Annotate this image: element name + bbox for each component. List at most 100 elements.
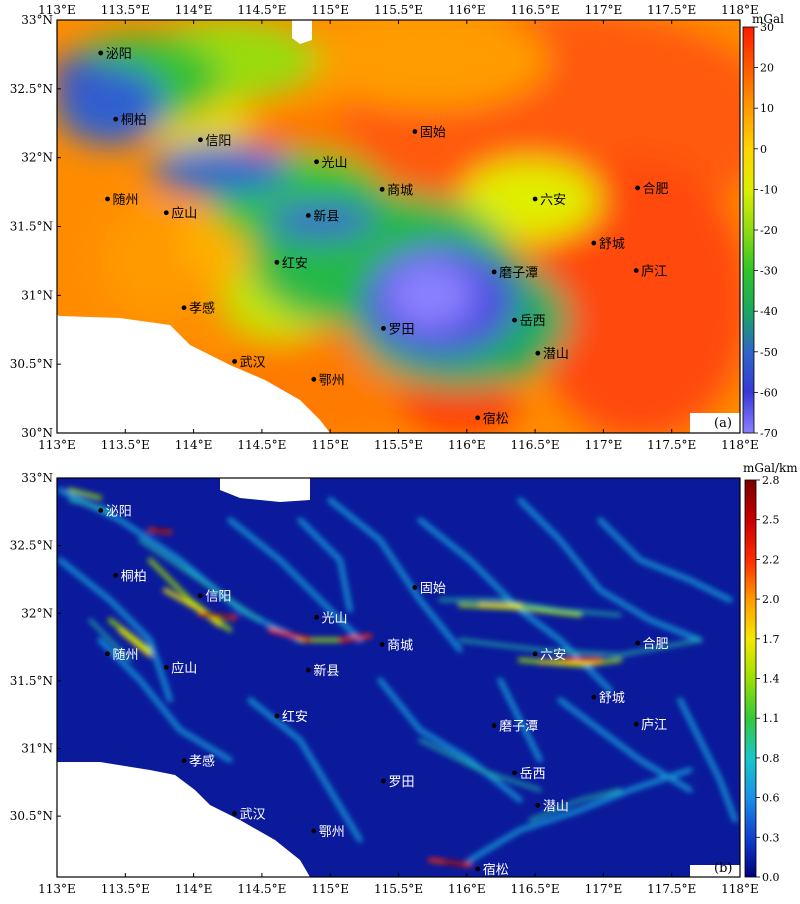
map-axes: 113°E 113.5°E 114°E 114.5°E 115°E 115.5°E 116°… (10, 471, 759, 896)
y-tick-label: 31°N (21, 742, 53, 756)
x-tick-label: 117.5°E (647, 882, 696, 896)
x-tick-label: 118°E (721, 882, 759, 896)
city-label: 商城 (387, 183, 413, 198)
city-label: 武汉 (240, 807, 266, 822)
y-tick-label: 32°N (21, 606, 53, 620)
city-marker (381, 325, 386, 331)
x-tick-label: 116°E (448, 882, 486, 896)
city-label: 泌阳 (106, 504, 132, 519)
city-marker (163, 210, 169, 216)
city-label: 随州 (113, 193, 139, 208)
city-marker (311, 828, 317, 834)
city-label: 红安 (282, 255, 308, 271)
city-marker (475, 866, 481, 872)
colorbar-tick-label: 0.6 (762, 792, 780, 805)
gradient-map: 113°E 113.5°E 114°E 114.5°E 115°E 115.5°E 116°… (10, 461, 798, 896)
x-tick-label: 115°E (311, 882, 349, 896)
y-tick-label: 31.5°N (10, 674, 53, 688)
city-label: 六安 (540, 648, 566, 663)
colorbar-tick-label: 1.4 (762, 673, 780, 686)
colorbar-tick-label: 30 (760, 21, 774, 34)
city-marker (274, 259, 280, 265)
city-marker (535, 802, 541, 808)
x-tick-label: 115.5°E (374, 882, 423, 896)
city-label: 武汉 (240, 355, 266, 370)
city-marker (105, 196, 110, 202)
colorbar-ticks: 30 20 10 0 -10 -20 -30 -40 -50 -60 -70 (754, 21, 778, 440)
colorbar-tick-label: -70 (760, 427, 778, 440)
colorbar-tick-label: 0.8 (762, 752, 780, 765)
colorbar-tick-label: 2.2 (762, 553, 780, 566)
city-marker (635, 185, 640, 191)
x-tick-label: 116°E (448, 438, 486, 452)
x-tick-label-top: 117.5°E (647, 3, 696, 17)
city-label: 潜山 (543, 347, 569, 362)
colorbar-tick-label: -20 (760, 224, 778, 237)
city-label: 合肥 (643, 182, 669, 197)
city-label: 随州 (113, 648, 139, 663)
city-label: 潜山 (543, 799, 569, 814)
colorbar-tick-label: 0.3 (762, 831, 780, 844)
city-marker (512, 317, 518, 323)
colorbar-tick-label: 0.0 (762, 871, 780, 884)
city-label: 合肥 (643, 637, 669, 652)
city-label: 光山 (322, 156, 348, 171)
city-label: 泌阳 (106, 47, 132, 62)
city-marker (412, 585, 418, 590)
x-tick-label: 116.5°E (511, 882, 560, 896)
city-label: 舒城 (599, 237, 625, 252)
x-tick-label: 114°E (175, 882, 213, 896)
city-label: 孝感 (189, 301, 215, 317)
colorbar-tick-label: 2.8 (762, 474, 780, 487)
city-marker (491, 269, 497, 275)
no-data-area (57, 762, 310, 877)
x-tick-label-top: 117°E (585, 3, 623, 17)
city-marker (512, 770, 518, 776)
city-label: 岳西 (520, 314, 546, 329)
city-marker (314, 159, 319, 165)
colorbar-tick-label: -50 (760, 346, 778, 359)
x-tick-label-top: 115.5°E (374, 3, 423, 17)
x-tick-label: 117.5°E (647, 438, 696, 452)
city-marker (633, 268, 639, 273)
colorbar-tick-label: -30 (760, 265, 778, 278)
colorbar-tick-label: -60 (760, 386, 778, 399)
city-marker (232, 811, 237, 816)
city-marker (532, 196, 538, 202)
y-tick-label: 32.5°N (10, 539, 53, 553)
colorbar-ramp (742, 26, 755, 434)
colorbar: mGal/km 2.8 2.5 2.2 2.0 1.7 1.4 1.1 0.8 0.6 0.3 0.… (743, 461, 798, 884)
x-tick-label: 115.5°E (374, 438, 423, 452)
city-marker (98, 508, 104, 513)
city-marker (314, 614, 319, 620)
city-label: 宿松 (483, 862, 509, 878)
city-marker (379, 186, 385, 192)
city-marker (198, 593, 203, 599)
x-tick-label-top: 116°E (448, 3, 486, 17)
bouguer-anomaly-map: 113°E 113°E 113.5°E 113.5°E 114°E 114°E 114.5°… (10, 3, 784, 452)
city-marker (181, 305, 187, 311)
colorbar-tick-label: 20 (760, 62, 774, 75)
y-tick-label: 32.5°N (10, 82, 53, 96)
city-label: 六安 (540, 193, 566, 208)
x-tick-label: 114.5°E (237, 882, 286, 896)
x-tick-label: 117°E (585, 438, 623, 452)
x-tick-label: 113.5°E (101, 882, 150, 896)
city-label: 商城 (387, 638, 413, 653)
city-label: 固始 (420, 582, 446, 597)
city-marker (379, 641, 385, 647)
city-marker (532, 651, 538, 657)
city-label: 舒城 (599, 691, 625, 706)
panel-label: (a) (714, 416, 732, 431)
city-label: 鄂州 (319, 825, 345, 840)
x-tick-label-top: 116.5°E (511, 3, 560, 17)
colorbar-ticks: 2.8 2.5 2.2 2.0 1.7 1.4 1.1 0.8 0.6 0.3 0.0 (756, 474, 780, 884)
x-tick-label-top: 118°E (721, 3, 759, 17)
city-marker (181, 758, 187, 764)
colorbar-tick-label: 1.1 (762, 712, 780, 725)
colorbar-tick-label: 10 (760, 102, 774, 115)
city-label: 信阳 (205, 590, 231, 605)
colorbar-unit: mGal (752, 12, 784, 26)
